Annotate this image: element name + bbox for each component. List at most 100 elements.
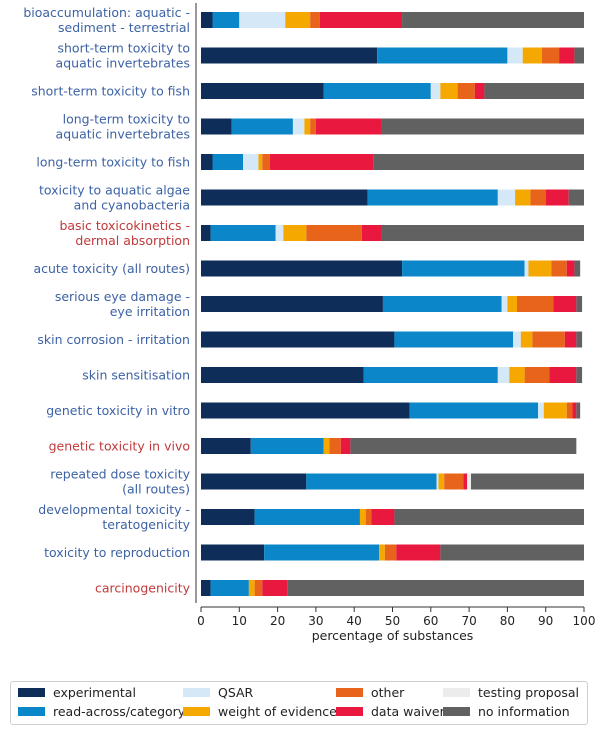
category-label-0: bioaccumulation: aquatic -sediment - ter…: [23, 5, 190, 35]
bar-segment-read-across-category-11: [409, 402, 539, 419]
x-axis-ticks: 0 10 20 30 40 50 60 70 80 90 100: [197, 607, 595, 628]
bar-segment-weight-of-evidence-13: [438, 473, 445, 490]
category-label-9: skin corrosion - irritation: [37, 332, 190, 347]
bar-segment-experimental-14: [201, 509, 255, 525]
bar-segment-read-across-category-4: [212, 154, 244, 170]
bar-segment-read-across-category-6: [210, 225, 276, 241]
bar-segment-other-14: [365, 509, 372, 525]
bar-segment-weight-of-evidence-6: [283, 225, 307, 241]
category-label-12: genetic toxicity in vivo: [49, 439, 190, 454]
bar-segment-other-13: [444, 473, 464, 490]
legend-label: no information: [478, 704, 570, 719]
bar-segment-no-information-3: [381, 118, 584, 135]
bar-segment-qsar-5: [497, 189, 516, 206]
legend-label: testing proposal: [478, 685, 579, 700]
bar-segment-weight-of-evidence-14: [359, 509, 366, 525]
bar-segment-other-3: [310, 118, 316, 135]
bar-segment-other-8: [516, 296, 554, 312]
bar-segment-no-information-5: [568, 189, 584, 206]
bar-segment-no-information-10: [576, 367, 583, 383]
bar-segment-read-across-category-8: [382, 296, 502, 312]
bar-segment-no-information-8: [576, 296, 583, 312]
bar-segment-data-waiver-0: [319, 12, 403, 28]
bar-segment-experimental-1: [201, 47, 378, 64]
bar-segment-experimental-4: [201, 154, 213, 170]
bar-segment-no-information-12: [350, 438, 577, 454]
bar-segment-other-5: [530, 189, 546, 206]
category-label-15: toxicity to reproduction: [44, 545, 190, 560]
bar-segment-other-9: [532, 331, 565, 348]
bar-segment-experimental-7: [201, 260, 403, 277]
x-tick-label-0: 0: [197, 614, 205, 628]
bar-segment-qsar-2: [430, 83, 441, 99]
legend-item-qsar: QSAR: [183, 685, 253, 700]
bar-segment-no-information-14: [394, 509, 584, 525]
x-tick-label-4: 40: [347, 614, 362, 628]
bar-segment-weight-of-evidence-10: [509, 367, 525, 383]
bar-segment-no-information-2: [484, 83, 584, 99]
bar-segment-experimental-13: [201, 473, 307, 490]
category-label-16: carcinogenicity: [95, 581, 191, 596]
x-tick-label-5: 50: [385, 614, 400, 628]
bar-segment-no-information-4: [373, 154, 584, 170]
bar-segment-weight-of-evidence-8: [507, 296, 517, 312]
bar-segment-weight-of-evidence-15: [379, 544, 385, 561]
bar-segment-qsar-10: [497, 367, 510, 383]
bar-segment-read-across-category-15: [264, 544, 380, 561]
bar-segment-other-4: [262, 154, 270, 170]
x-tick-label-8: 80: [500, 614, 515, 628]
bar-segment-read-across-category-1: [377, 47, 508, 64]
bar-segment-no-information-15: [440, 544, 584, 561]
bar-segment-read-across-category-5: [367, 189, 498, 206]
bar-segment-qsar-7: [524, 260, 529, 277]
category-label-8: serious eye damage -eye irritation: [55, 289, 190, 319]
bar-segment-qsar-9: [513, 331, 521, 348]
x-tick-label-6: 60: [423, 614, 438, 628]
category-label-4: long-term toxicity to fish: [36, 155, 190, 170]
category-label-1: short-term toxicity to aquatic invertebra…: [56, 41, 190, 71]
bar-segment-weight-of-evidence-4: [258, 154, 263, 170]
x-tick-label-9: 90: [538, 614, 553, 628]
bar-segment-data-waiver-11: [572, 402, 577, 419]
legend-label: other: [371, 685, 405, 700]
bar-segment-no-information-9: [576, 331, 583, 348]
category-label-3: long-term toxicity to aquatic invertebrat…: [56, 112, 190, 142]
bar-segment-data-waiver-9: [564, 331, 577, 348]
legend-swatch: [443, 688, 470, 697]
bar-segment-experimental-5: [201, 189, 368, 206]
bar-segment-qsar-6: [275, 225, 284, 241]
legend-swatch: [336, 707, 363, 716]
bar-segment-data-waiver-7: [566, 260, 575, 277]
bar-segment-weight-of-evidence-5: [515, 189, 531, 206]
bar-segment-data-waiver-13: [463, 473, 468, 490]
bar-segment-read-across-category-9: [394, 331, 514, 348]
bar-segment-weight-of-evidence-16: [248, 580, 255, 596]
legend-label: weight of evidence: [218, 704, 337, 719]
category-label-14: developmental toxicity -teratogenicity: [38, 502, 190, 532]
bar-segment-data-waiver-6: [361, 225, 382, 241]
bar-segment-qsar-8: [501, 296, 508, 312]
bar-segment-read-across-category-12: [250, 438, 324, 454]
bar-segment-other-16: [254, 580, 263, 596]
bar-segment-qsar-0: [239, 12, 286, 28]
legend-item-other: other: [336, 685, 404, 700]
bar-segment-experimental-16: [201, 580, 211, 596]
category-label-5: toxicity to aquatic algae and cyanobacter…: [39, 183, 190, 213]
bar-segment-experimental-2: [201, 83, 324, 99]
bar-segment-data-waiver-12: [340, 438, 351, 454]
legend-item-no-information: no information: [443, 704, 570, 719]
bar-segment-other-0: [310, 12, 320, 28]
category-label-11: genetic toxicity in vitro: [46, 403, 190, 418]
bar-segment-weight-of-evidence-2: [440, 83, 458, 99]
legend-label: data waiver: [371, 704, 445, 719]
legend-item-read-across-category: read-across/category: [18, 704, 185, 719]
bar-segment-weight-of-evidence-3: [304, 118, 311, 135]
bar-segment-other-12: [329, 438, 341, 454]
x-tick-label-3: 30: [308, 614, 323, 628]
bar-segment-weight-of-evidence-12: [323, 438, 330, 454]
bar-segment-no-information-13: [471, 473, 584, 490]
bar-segment-data-waiver-14: [371, 509, 395, 525]
bar-segment-testing-proposal-13: [467, 473, 472, 490]
x-axis-title: percentage of substances: [312, 628, 474, 643]
legend: experimental read-across/category QSAR weig…: [10, 681, 588, 725]
